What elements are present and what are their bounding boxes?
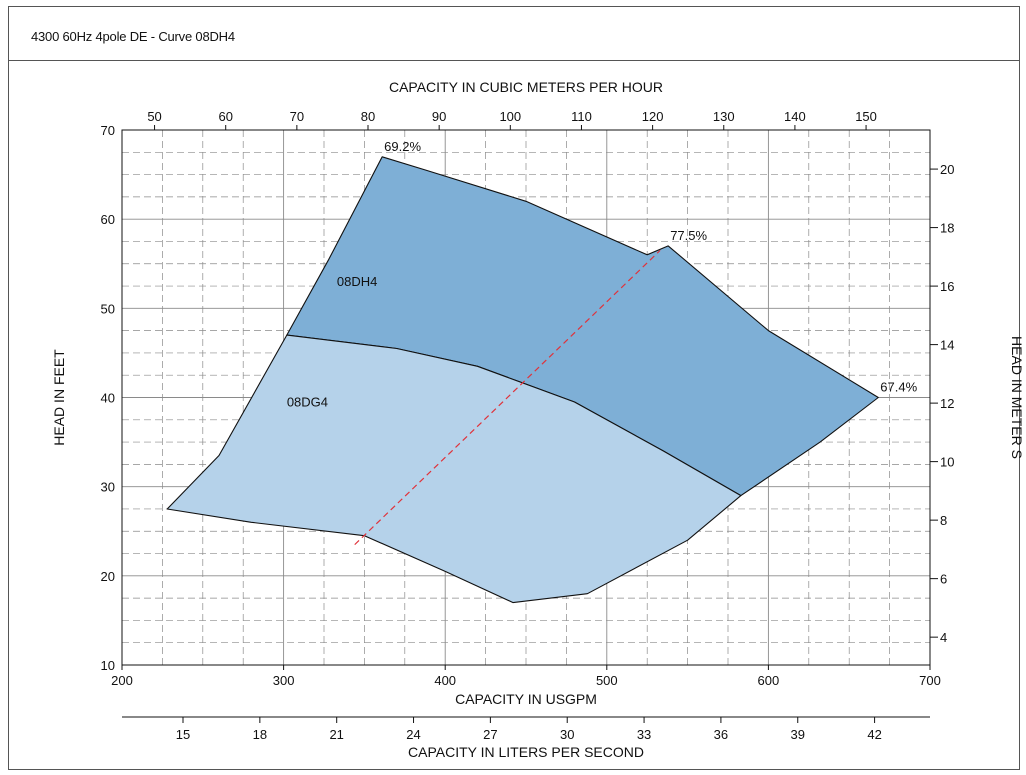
top-tick-label: 130 <box>713 109 735 124</box>
efficiency-annotation: 69.2% <box>384 139 421 154</box>
x-tick-label: 700 <box>919 673 941 688</box>
lps-tick-label: 21 <box>329 727 343 742</box>
top-tick-label: 50 <box>147 109 161 124</box>
y-axis-title: HEAD IN FEET <box>51 349 67 446</box>
right-tick-label: 14 <box>940 338 954 353</box>
right-tick-label: 16 <box>940 279 954 294</box>
label-layer: 08DH4 08DG4 69.2% 77.5% 67.4% <box>287 139 918 410</box>
y-tick-label: 10 <box>101 658 115 673</box>
top-tick-label: 90 <box>432 109 446 124</box>
x-tick-label: 600 <box>758 673 780 688</box>
top-tick-label: 150 <box>855 109 877 124</box>
series-label-08dh4: 08DH4 <box>337 274 377 289</box>
lps-tick-label: 33 <box>637 727 651 742</box>
y-tick-label: 30 <box>101 480 115 495</box>
axes-layer: 200 300 400 500 600 700 CAPACITY IN USGPM 10 20 3… <box>51 79 1025 760</box>
series-label-08dg4: 08DG4 <box>287 394 328 409</box>
x-tick-label: 200 <box>111 673 133 688</box>
top-tick-label: 80 <box>361 109 375 124</box>
lps-tick-label: 27 <box>483 727 497 742</box>
right-tick-label: 6 <box>940 572 947 587</box>
top-tick-label: 140 <box>784 109 806 124</box>
top-tick-label: 120 <box>642 109 664 124</box>
right-tick-label: 10 <box>940 455 954 470</box>
efficiency-annotation: 67.4% <box>880 380 917 395</box>
right-axis-title: HEAD IN METER S <box>1009 336 1025 459</box>
x-axis-title: CAPACITY IN USGPM <box>455 691 597 707</box>
right-tick-label: 18 <box>940 221 954 236</box>
top-tick-label: 70 <box>290 109 304 124</box>
right-tick-label: 8 <box>940 513 947 528</box>
best-efficiency-line <box>354 249 661 546</box>
y-tick-label: 40 <box>101 391 115 406</box>
lps-tick-label: 30 <box>560 727 574 742</box>
y-tick-label: 20 <box>101 569 115 584</box>
page-title: 4300 60Hz 4pole DE - Curve 08DH4 <box>31 29 235 44</box>
lps-tick-label: 39 <box>791 727 805 742</box>
y-tick-label: 60 <box>101 212 115 227</box>
top-tick-label: 100 <box>499 109 521 124</box>
y-tick-label: 50 <box>101 301 115 316</box>
x-tick-label: 400 <box>434 673 456 688</box>
lps-tick-label: 18 <box>253 727 267 742</box>
top-axis-title: CAPACITY IN CUBIC METERS PER HOUR <box>389 79 663 95</box>
right-tick-label: 4 <box>940 630 947 645</box>
y-tick-label: 70 <box>101 123 115 138</box>
title-bar: 4300 60Hz 4pole DE - Curve 08DH4 <box>9 7 1019 61</box>
top-tick-label: 60 <box>218 109 232 124</box>
region-08dg4 <box>166 334 742 604</box>
x-tick-label: 500 <box>596 673 618 688</box>
efficiency-annotation: 77.5% <box>670 228 707 243</box>
lps-tick-label: 15 <box>176 727 190 742</box>
top-tick-label: 110 <box>571 109 592 124</box>
lps-axis-title: CAPACITY IN LITERS PER SECOND <box>408 744 644 760</box>
right-tick-label: 12 <box>940 396 954 411</box>
right-tick-label: 20 <box>940 162 954 177</box>
series-layer <box>166 156 879 604</box>
lps-tick-label: 36 <box>714 727 728 742</box>
lps-tick-label: 24 <box>406 727 420 742</box>
x-tick-label: 300 <box>273 673 295 688</box>
lps-tick-label: 42 <box>867 727 881 742</box>
plot-area-border <box>121 129 931 666</box>
